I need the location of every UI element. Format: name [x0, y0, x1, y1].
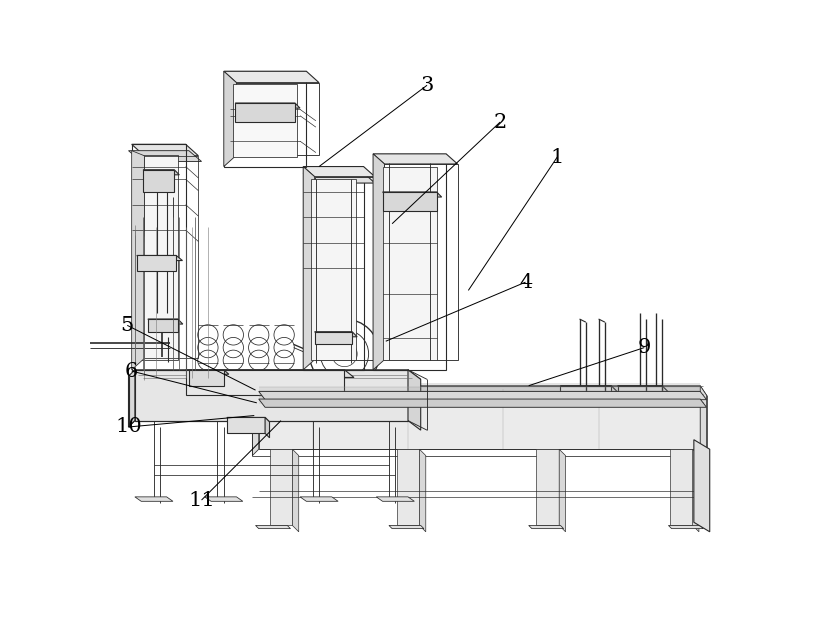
- Polygon shape: [235, 103, 295, 122]
- Polygon shape: [389, 526, 424, 529]
- Text: 10: 10: [115, 417, 142, 436]
- Polygon shape: [419, 449, 426, 532]
- Polygon shape: [383, 192, 441, 197]
- Polygon shape: [668, 526, 703, 529]
- Text: 9: 9: [637, 338, 651, 357]
- Polygon shape: [376, 497, 415, 501]
- Polygon shape: [205, 497, 243, 501]
- Polygon shape: [259, 392, 707, 399]
- Polygon shape: [670, 449, 693, 526]
- Text: 11: 11: [188, 491, 215, 510]
- Text: 3: 3: [420, 76, 434, 94]
- Polygon shape: [265, 417, 269, 438]
- Polygon shape: [259, 399, 707, 407]
- Polygon shape: [186, 370, 344, 395]
- Text: 5: 5: [121, 316, 134, 335]
- Polygon shape: [252, 386, 259, 456]
- Polygon shape: [143, 170, 180, 175]
- Polygon shape: [561, 386, 611, 398]
- Polygon shape: [135, 370, 421, 380]
- Polygon shape: [529, 526, 564, 529]
- Polygon shape: [408, 370, 421, 430]
- Polygon shape: [694, 440, 710, 532]
- Polygon shape: [373, 154, 458, 164]
- Polygon shape: [224, 71, 237, 167]
- Polygon shape: [227, 417, 265, 433]
- Polygon shape: [292, 449, 299, 532]
- Polygon shape: [618, 386, 662, 398]
- Polygon shape: [148, 319, 183, 324]
- Polygon shape: [536, 449, 559, 526]
- Polygon shape: [186, 370, 354, 378]
- Polygon shape: [559, 449, 565, 532]
- Polygon shape: [618, 386, 668, 392]
- Polygon shape: [128, 370, 135, 427]
- Polygon shape: [304, 173, 375, 183]
- Polygon shape: [148, 319, 178, 332]
- Polygon shape: [311, 179, 356, 360]
- Polygon shape: [137, 255, 183, 260]
- Polygon shape: [224, 71, 319, 83]
- Polygon shape: [135, 497, 173, 501]
- Polygon shape: [188, 370, 224, 386]
- Polygon shape: [300, 497, 338, 501]
- Polygon shape: [315, 332, 352, 345]
- Polygon shape: [227, 417, 269, 422]
- Polygon shape: [259, 386, 700, 449]
- Polygon shape: [315, 332, 357, 337]
- Polygon shape: [373, 154, 384, 370]
- Polygon shape: [188, 370, 228, 375]
- Polygon shape: [693, 449, 699, 532]
- Polygon shape: [397, 449, 419, 526]
- Polygon shape: [235, 103, 300, 108]
- Text: 6: 6: [125, 362, 138, 381]
- Polygon shape: [128, 151, 202, 161]
- Polygon shape: [233, 84, 297, 157]
- Polygon shape: [131, 151, 144, 370]
- Polygon shape: [304, 167, 375, 177]
- Polygon shape: [143, 170, 175, 192]
- Text: 2: 2: [494, 112, 507, 131]
- Polygon shape: [561, 386, 618, 392]
- Polygon shape: [135, 370, 408, 420]
- Polygon shape: [700, 386, 707, 459]
- Polygon shape: [131, 144, 198, 156]
- Polygon shape: [255, 526, 290, 529]
- Text: 4: 4: [519, 272, 532, 292]
- Polygon shape: [259, 386, 707, 395]
- Polygon shape: [304, 167, 315, 370]
- Polygon shape: [383, 167, 437, 360]
- Polygon shape: [137, 255, 176, 271]
- Polygon shape: [140, 155, 178, 360]
- Polygon shape: [383, 192, 437, 211]
- Polygon shape: [269, 449, 292, 526]
- Text: 1: 1: [551, 147, 564, 167]
